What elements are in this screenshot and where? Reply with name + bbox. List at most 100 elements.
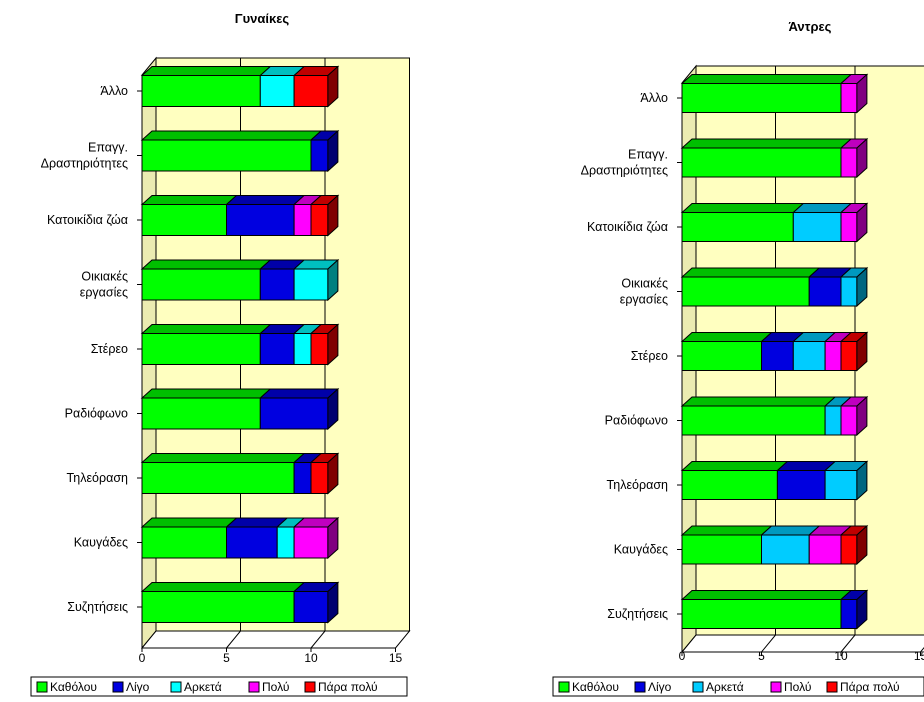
category-label: Τηλεόραση: [67, 471, 128, 485]
bar-segment-Καθόλου: [141, 591, 295, 623]
bar-end: [327, 65, 339, 108]
bar-row: Συζητήσεις: [67, 581, 340, 624]
bar-segment-Καθόλου: [141, 75, 261, 107]
gridline-floor: [840, 634, 856, 653]
legend-item: Καθόλου: [36, 680, 97, 694]
bar-top: [140, 324, 272, 334]
bar-end: [327, 129, 339, 173]
bar-segment-Αρκετά: [259, 75, 295, 107]
legend-label: Λίγο: [648, 680, 672, 694]
bar-segment-Λίγο: [293, 591, 329, 623]
x-tick-label: 0: [139, 651, 146, 665]
bar-segment-Λίγο: [259, 333, 295, 365]
legend-swatch: [170, 681, 182, 693]
x-tick-label: 15: [389, 651, 403, 665]
legend-item: Πολύ: [770, 680, 811, 694]
chart-title: Άντρες: [789, 19, 832, 34]
bar-segment-Καθόλου: [681, 599, 842, 629]
bar-row: Καυγάδες: [74, 516, 340, 560]
bar-segment-Καθόλου: [141, 526, 227, 559]
bar-top: [680, 590, 853, 600]
legend-item: Αρκετά: [692, 680, 744, 694]
bar-end: [327, 387, 339, 431]
category-label: Ραδιόφωνο: [605, 414, 668, 428]
category-label: Συζητήσεις: [607, 607, 668, 621]
bar-top: [680, 74, 853, 84]
bar-segment-Αρκετά: [293, 333, 312, 365]
category-label: Άλλο: [640, 91, 668, 105]
category-label: Ραδιόφωνο: [65, 407, 128, 421]
gridline-floor: [761, 634, 776, 653]
legend-item: Αρκετά: [170, 680, 222, 694]
bar-row: Τηλεόραση: [67, 452, 340, 495]
legend-swatch: [36, 681, 48, 693]
bar-end: [327, 581, 339, 624]
bar-top: [680, 396, 837, 407]
bar-top: [680, 461, 789, 471]
category-label: Στέρεο: [91, 342, 128, 356]
bar-segment-Πάρα πολύ: [293, 75, 329, 107]
legend: Καθόλου Λίγο Αρκετά Πολύ Πάρα πολύ: [552, 676, 924, 697]
bar-top: [680, 138, 853, 149]
bar-segment-Λίγο: [808, 276, 842, 307]
bar-row: Κατοικίδια ζώα: [587, 202, 869, 243]
bar-top: [680, 203, 805, 213]
chart-women: Γυναίκες 0 5 10 15 Άλλο Επαγγ. Δραστηριότητες Κα…: [30, 11, 411, 697]
category-label: Συζητήσεις: [67, 600, 128, 614]
bar-end: [327, 516, 339, 560]
bar-end: [856, 395, 868, 437]
bar-segment-Πολύ: [840, 83, 858, 113]
bar-top: [140, 195, 238, 205]
bar-top: [140, 453, 306, 463]
bar-row: Άλλο: [640, 73, 869, 114]
bar-segment-Καθόλου: [681, 147, 842, 178]
bar-segment-Πάρα πολύ: [310, 333, 329, 365]
bar-end: [856, 524, 868, 566]
bar-segment-Καθόλου: [141, 204, 227, 236]
bar-segment-Καθόλου: [681, 212, 794, 242]
bar-row: Άλλο: [100, 65, 340, 108]
bar-segment-Καθόλου: [681, 534, 762, 565]
bar-end: [327, 323, 339, 366]
floor: [140, 630, 411, 649]
bar-end: [856, 589, 868, 630]
bar-top: [680, 525, 773, 536]
category-label: Καυγάδες: [74, 536, 128, 550]
bar-end: [856, 460, 868, 501]
bar-end: [327, 194, 339, 237]
bar-end: [327, 452, 339, 495]
legend-item: Πολύ: [248, 680, 289, 694]
legend-swatch: [770, 681, 782, 693]
floor: [680, 634, 924, 653]
category-label: Επαγγ. Δραστηριότητες: [581, 148, 668, 178]
category-label: Καυγάδες: [614, 543, 668, 557]
category-label: Κατοικίδια ζώα: [47, 213, 128, 227]
category-label: Τηλεόραση: [607, 478, 668, 492]
bar-row: Κατοικίδια ζώα: [47, 194, 340, 237]
legend-item: Πάρα πολύ: [826, 680, 900, 694]
bar-segment-Καθόλου: [681, 405, 826, 436]
legend: Καθόλου Λίγο Αρκετά Πολύ Πάρα πολύ: [30, 676, 408, 697]
bar-end: [856, 331, 868, 372]
bar-segment-Αρκετά: [824, 470, 858, 500]
bar-row: Καυγάδες: [614, 524, 869, 566]
bar-segment-Καθόλου: [681, 341, 762, 371]
bar-end: [856, 202, 868, 243]
bar-segment-Καθόλου: [141, 397, 261, 430]
legend-swatch: [558, 681, 570, 693]
bar-top: [140, 388, 272, 399]
bar-segment-Καθόλου: [681, 276, 810, 307]
bar-top: [680, 332, 773, 342]
bar-segment-Πολύ: [824, 341, 842, 371]
legend-label: Αρκετά: [184, 680, 222, 694]
bar-segment-Καθόλου: [141, 333, 261, 365]
bar-segment-Αρκετά: [824, 405, 842, 436]
legend-swatch: [826, 681, 838, 693]
legend-label: Πάρα πολύ: [318, 680, 378, 694]
bar-row: Συζητήσεις: [607, 589, 869, 630]
bar-top: [140, 66, 272, 76]
bar-segment-Λίγο: [776, 470, 826, 500]
chart-title: Γυναίκες: [235, 11, 290, 26]
